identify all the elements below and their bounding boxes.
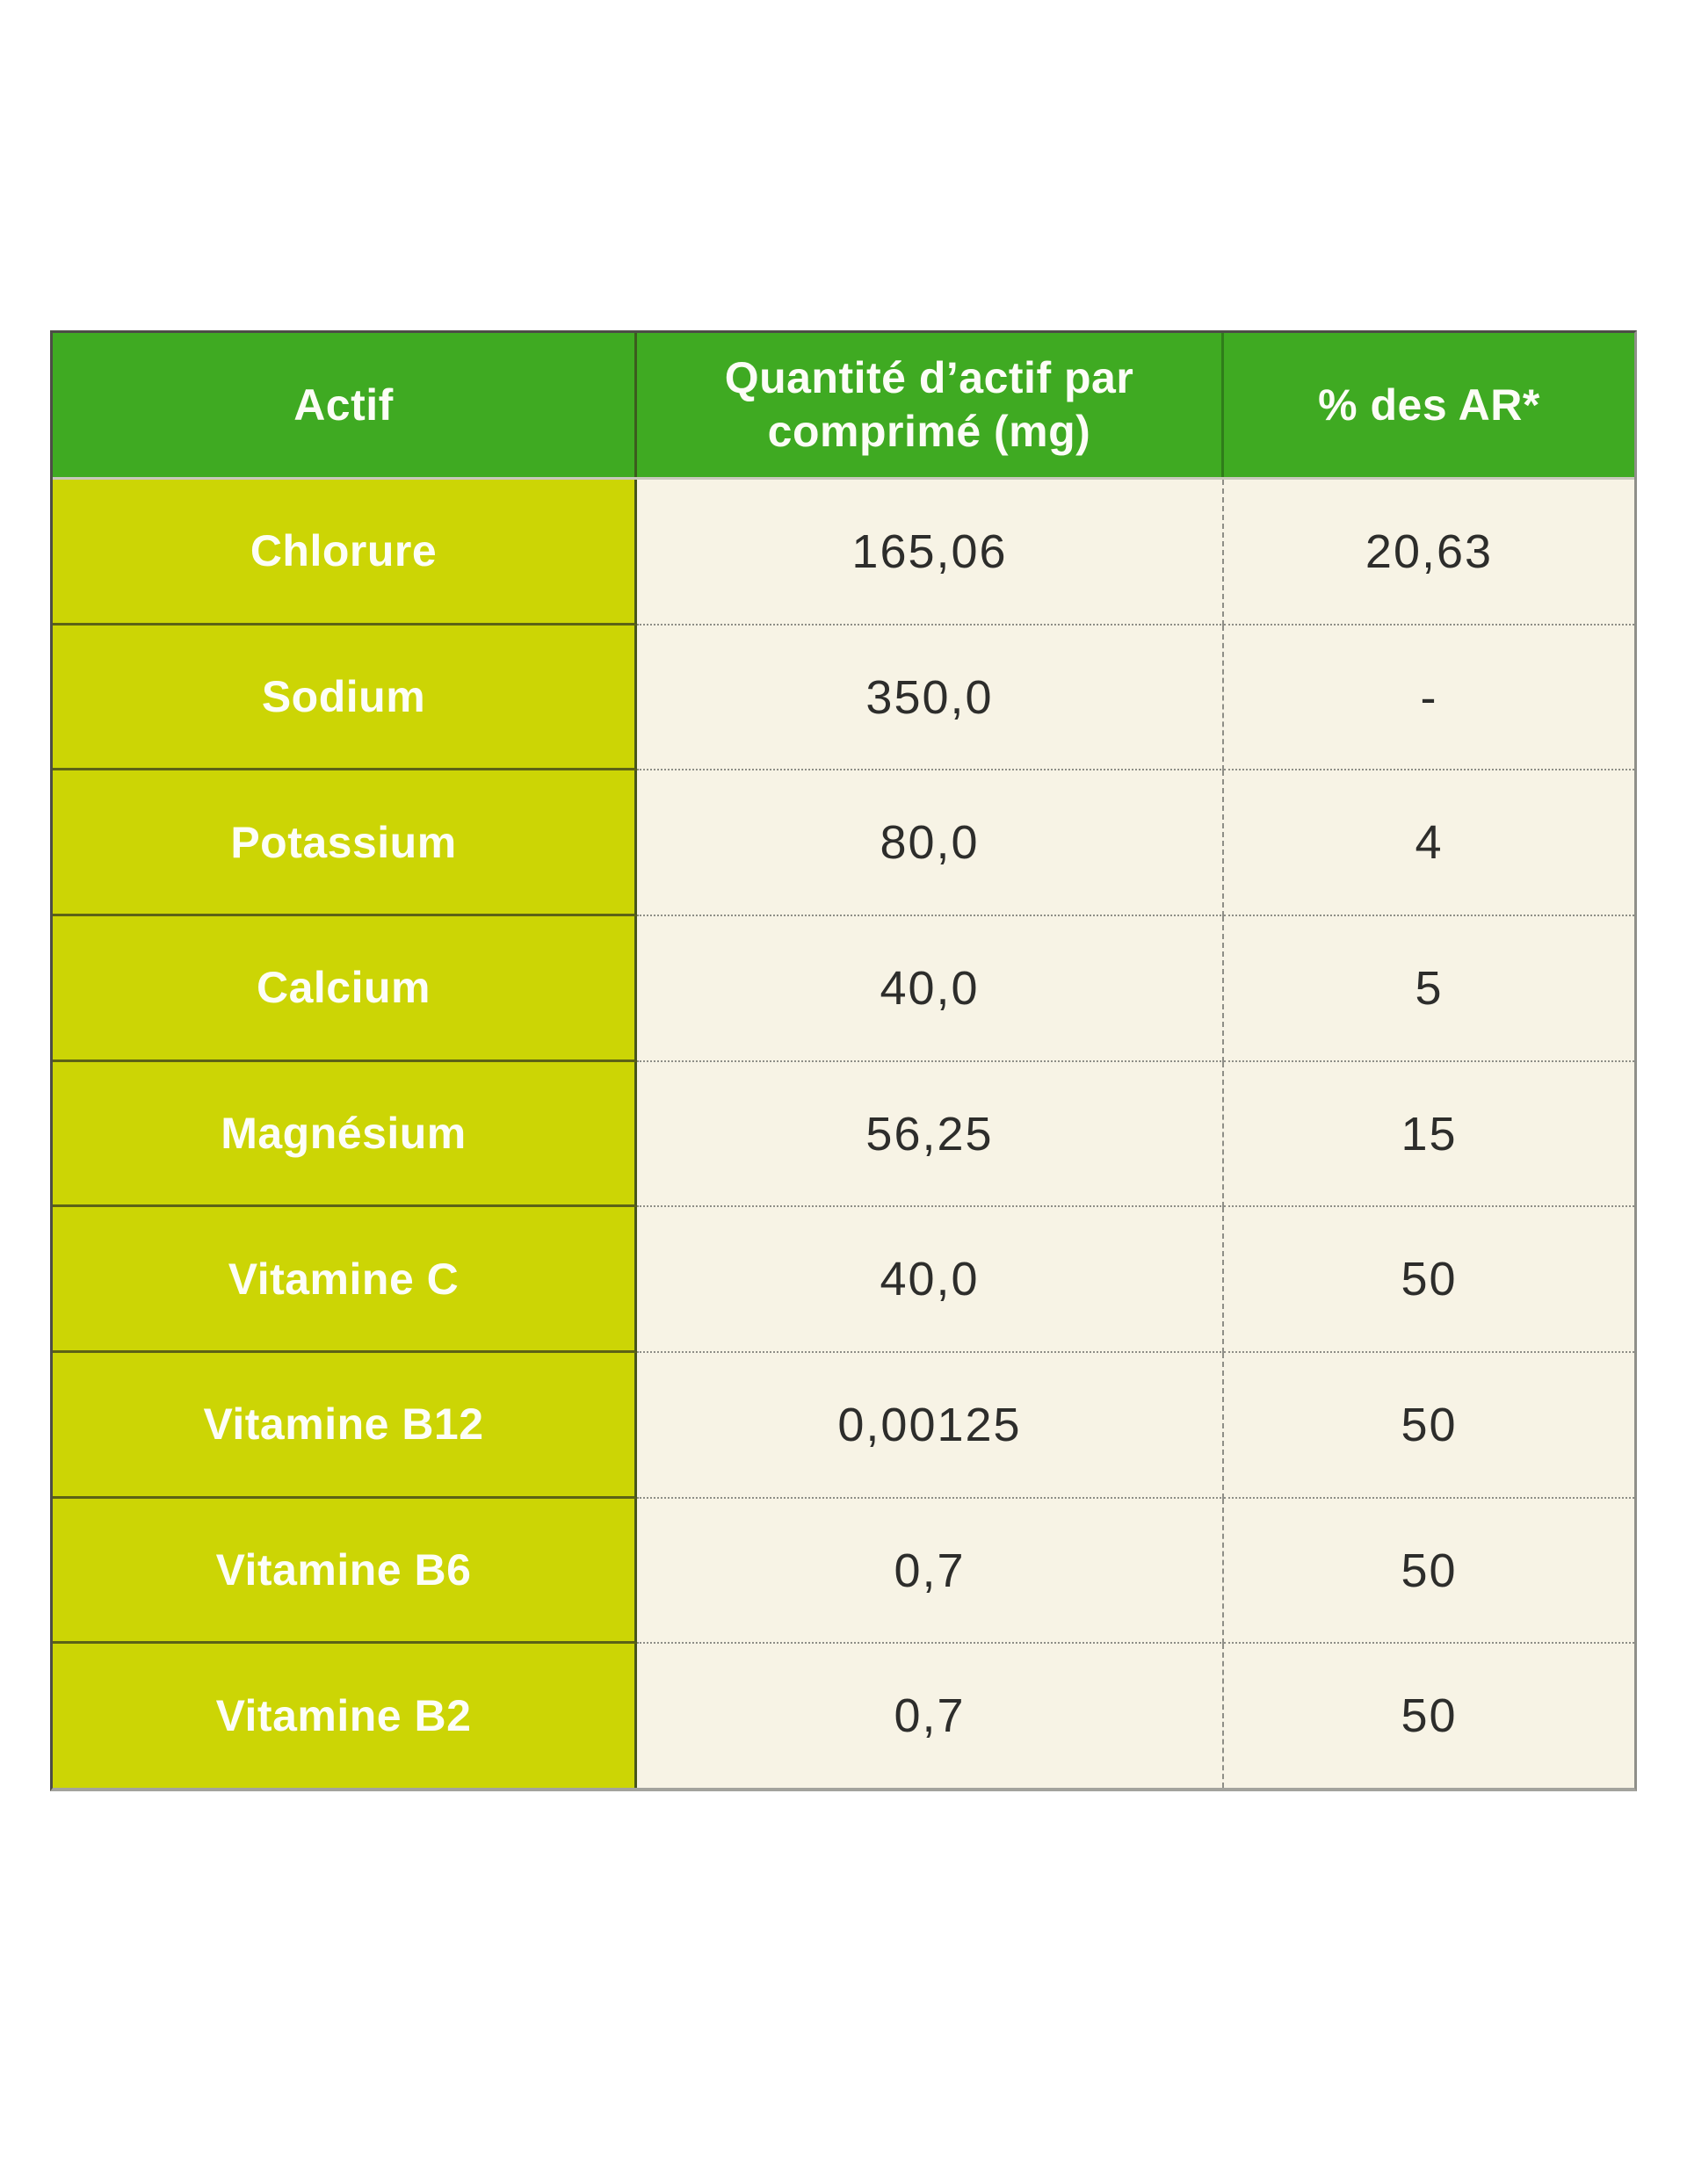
- row-ar-value: 20,63: [1224, 480, 1634, 626]
- row-quantity-value: 0,7: [637, 1498, 1224, 1645]
- row-quantity-value: 0,00125: [637, 1353, 1224, 1499]
- row-label: Vitamine B6: [53, 1498, 637, 1645]
- row-quantity-value: 56,25: [637, 1061, 1224, 1208]
- nutrition-table: Actif Quantité d’actif par comprimé (mg)…: [50, 330, 1637, 1791]
- row-quantity-value: 40,0: [637, 916, 1224, 1062]
- row-ar-value: 15: [1224, 1061, 1634, 1208]
- row-ar-value: 5: [1224, 916, 1634, 1062]
- row-quantity-value: 40,0: [637, 1207, 1224, 1354]
- table-header-row: Actif Quantité d’actif par comprimé (mg)…: [53, 333, 1634, 480]
- table-row-magnesium: Magnésium 56,25 15: [53, 1061, 1634, 1208]
- row-label: Sodium: [53, 625, 637, 771]
- row-ar-value: -: [1224, 625, 1634, 771]
- row-quantity-value: 165,06: [637, 480, 1224, 626]
- header-cell-quantity: Quantité d’actif par comprimé (mg): [637, 333, 1224, 477]
- table-row-potassium: Potassium 80,0 4: [53, 770, 1634, 917]
- header-cell-ar-percent: % des AR*: [1224, 333, 1634, 477]
- row-quantity-value: 0,7: [637, 1644, 1224, 1789]
- row-ar-value: 50: [1224, 1207, 1634, 1354]
- table-row-vitamine-b6: Vitamine B6 0,7 50: [53, 1498, 1634, 1645]
- row-label: Vitamine B2: [53, 1644, 637, 1789]
- row-ar-value: 50: [1224, 1353, 1634, 1499]
- row-label: Magnésium: [53, 1061, 637, 1208]
- row-quantity-value: 350,0: [637, 625, 1224, 771]
- row-label: Chlorure: [53, 480, 637, 626]
- table-row-vitamine-b2: Vitamine B2 0,7 50: [53, 1644, 1634, 1789]
- table-row-vitamine-c: Vitamine C 40,0 50: [53, 1207, 1634, 1354]
- table-row-calcium: Calcium 40,0 5: [53, 916, 1634, 1062]
- row-ar-value: 4: [1224, 770, 1634, 917]
- row-quantity-value: 80,0: [637, 770, 1224, 917]
- row-label: Vitamine B12: [53, 1353, 637, 1499]
- table-row-sodium: Sodium 350,0 -: [53, 625, 1634, 771]
- row-ar-value: 50: [1224, 1644, 1634, 1789]
- header-cell-actif: Actif: [53, 333, 637, 477]
- row-label: Calcium: [53, 916, 637, 1062]
- row-label: Vitamine C: [53, 1207, 637, 1354]
- row-label: Potassium: [53, 770, 637, 917]
- table-row-vitamine-b12: Vitamine B12 0,00125 50: [53, 1353, 1634, 1499]
- table-row-chlorure: Chlorure 165,06 20,63: [53, 480, 1634, 626]
- row-ar-value: 50: [1224, 1498, 1634, 1645]
